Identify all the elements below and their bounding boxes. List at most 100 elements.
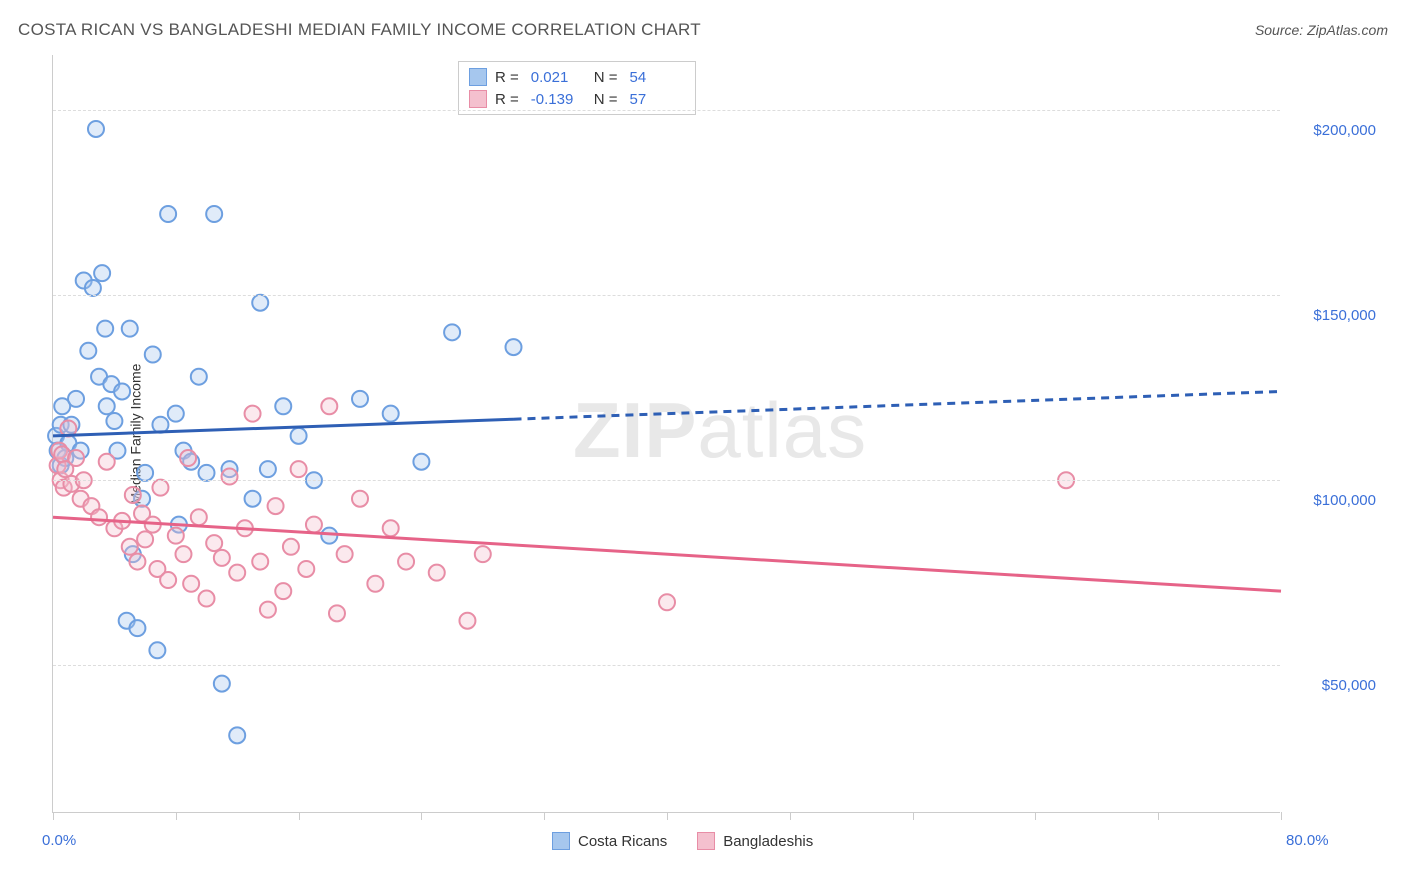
data-point [160, 572, 176, 588]
legend-n-label: N = [594, 69, 618, 86]
chart-header: COSTA RICAN VS BANGLADESHI MEDIAN FAMILY… [18, 20, 1388, 40]
x-tick [421, 812, 422, 820]
plot-area: Median Family Income ZIPatlas R =0.021N … [52, 55, 1280, 813]
data-point [275, 398, 291, 414]
data-point [122, 321, 138, 337]
data-point [180, 450, 196, 466]
data-point [337, 546, 353, 562]
data-point [137, 531, 153, 547]
data-point [88, 121, 104, 137]
data-point [252, 554, 268, 570]
data-point [252, 295, 268, 311]
data-point [352, 491, 368, 507]
data-point [129, 554, 145, 570]
data-point [291, 461, 307, 477]
x-tick [1158, 812, 1159, 820]
source-label: Source: [1255, 22, 1307, 38]
data-point [298, 561, 314, 577]
data-point [114, 383, 130, 399]
data-point [329, 605, 345, 621]
y-tick-label: $200,000 [1313, 122, 1376, 139]
data-point [214, 550, 230, 566]
data-point [80, 343, 96, 359]
data-point [91, 509, 107, 525]
chart-title: COSTA RICAN VS BANGLADESHI MEDIAN FAMILY… [18, 20, 701, 40]
chart-source: Source: ZipAtlas.com [1255, 22, 1388, 38]
y-tick-label: $50,000 [1322, 677, 1376, 694]
data-point [475, 546, 491, 562]
legend-n-value: 57 [630, 91, 685, 108]
data-point [68, 391, 84, 407]
gridline [53, 480, 1280, 481]
data-point [206, 206, 222, 222]
x-tick [1281, 812, 1282, 820]
x-tick [1035, 812, 1036, 820]
chart-svg [53, 55, 1280, 812]
data-point [160, 206, 176, 222]
legend-correlation: R =0.021N =54R =-0.139N =57 [458, 61, 696, 115]
x-axis-max-label: 80.0% [1286, 832, 1329, 849]
legend-label: Bangladeshis [723, 833, 813, 850]
x-tick [667, 812, 668, 820]
data-point [444, 324, 460, 340]
data-point [149, 642, 165, 658]
data-point [321, 528, 337, 544]
x-tick [913, 812, 914, 820]
data-point [175, 546, 191, 562]
legend-r-label: R = [495, 91, 519, 108]
data-point [383, 406, 399, 422]
data-point [129, 620, 145, 636]
legend-swatch [552, 832, 570, 850]
gridline [53, 665, 1280, 666]
legend-swatch [469, 90, 487, 108]
legend-row: R =-0.139N =57 [469, 88, 685, 110]
data-point [229, 727, 245, 743]
data-point [191, 369, 207, 385]
data-point [99, 398, 115, 414]
data-point [229, 565, 245, 581]
data-point [260, 461, 276, 477]
legend-series: Costa Ricans Bangladeshis [552, 832, 813, 850]
data-point [245, 406, 261, 422]
data-point [260, 602, 276, 618]
y-tick-label: $150,000 [1313, 307, 1376, 324]
data-point [125, 487, 141, 503]
legend-row: R =0.021N =54 [469, 66, 685, 88]
legend-item: Bangladeshis [697, 832, 813, 850]
data-point [199, 591, 215, 607]
y-tick-label: $100,000 [1313, 492, 1376, 509]
data-point [506, 339, 522, 355]
trend-line-dashed [514, 391, 1282, 419]
legend-item: Costa Ricans [552, 832, 667, 850]
data-point [206, 535, 222, 551]
x-axis-min-label: 0.0% [42, 832, 76, 849]
data-point [199, 465, 215, 481]
legend-swatch [469, 68, 487, 86]
data-point [97, 321, 113, 337]
data-point [68, 450, 84, 466]
data-point [245, 491, 261, 507]
data-point [283, 539, 299, 555]
legend-r-label: R = [495, 69, 519, 86]
data-point [214, 676, 230, 692]
data-point [352, 391, 368, 407]
legend-label: Costa Ricans [578, 833, 667, 850]
data-point [152, 480, 168, 496]
data-point [145, 347, 161, 363]
x-tick [790, 812, 791, 820]
x-tick [53, 812, 54, 820]
data-point [291, 428, 307, 444]
data-point [429, 565, 445, 581]
legend-r-value: 0.021 [531, 69, 586, 86]
data-point [459, 613, 475, 629]
data-point [94, 265, 110, 281]
legend-r-value: -0.139 [531, 91, 586, 108]
x-tick [176, 812, 177, 820]
data-point [99, 454, 115, 470]
data-point [398, 554, 414, 570]
gridline [53, 295, 1280, 296]
gridline [53, 110, 1280, 111]
data-point [275, 583, 291, 599]
data-point [168, 528, 184, 544]
data-point [122, 539, 138, 555]
